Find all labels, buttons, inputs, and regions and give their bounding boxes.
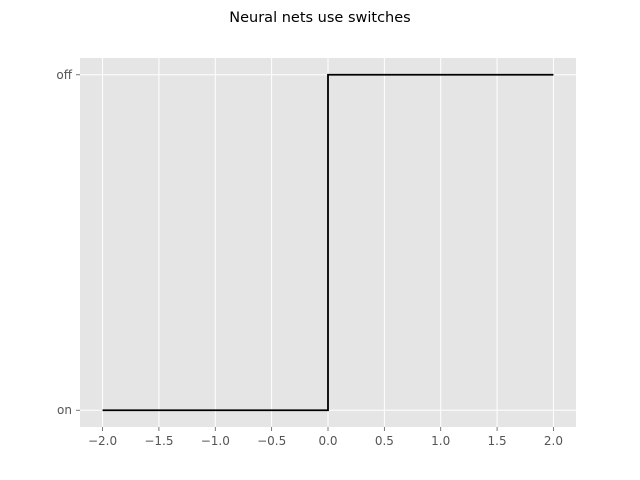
data-series [102,73,554,412]
x-tick-label: 0.5 [375,434,394,448]
chart-title: Neural nets use switches [229,10,410,26]
x-tick-label: 1.0 [431,434,450,448]
x-tick-label: −1.0 [201,434,230,448]
x-tick-label: 1.5 [488,434,507,448]
x-tick-label: −1.5 [144,434,173,448]
axis-ticks: −2.0 −1.5 −1.0 −0.5 0.0 0.5 1.0 1.5 2.0 on off [56,68,563,448]
x-tick-label: −2.0 [88,434,117,448]
x-tick-label: 2.0 [544,434,563,448]
x-tick-label: −0.5 [257,434,286,448]
step-series-line [102,73,554,412]
x-tick-label: 0.0 [318,434,337,448]
y-tick-label: off [56,68,72,82]
y-tick-label: on [57,403,72,417]
